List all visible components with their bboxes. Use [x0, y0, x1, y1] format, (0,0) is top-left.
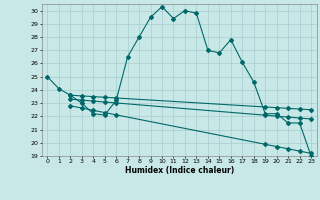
X-axis label: Humidex (Indice chaleur): Humidex (Indice chaleur) [124, 166, 234, 175]
